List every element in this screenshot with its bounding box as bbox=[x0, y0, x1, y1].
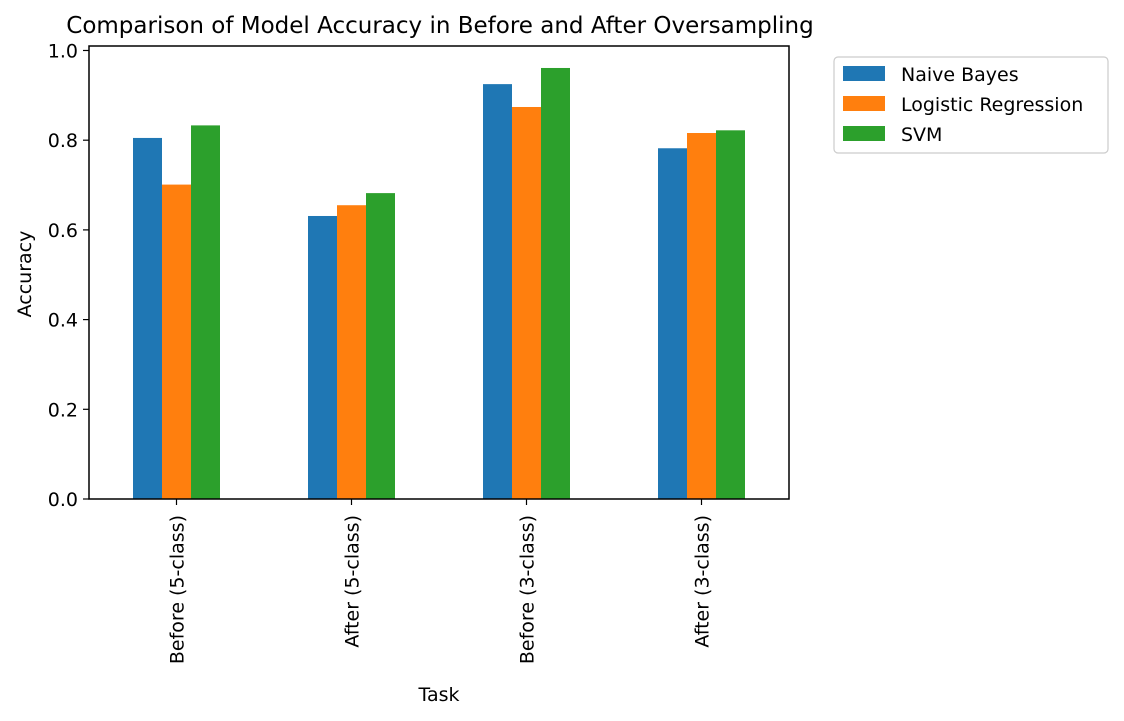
chart-title: Comparison of Model Accuracy in Before a… bbox=[66, 13, 813, 39]
x-tick-label: Before (3-class) bbox=[517, 515, 539, 664]
y-tick-label: 0.6 bbox=[48, 220, 78, 242]
legend: Naive Bayes Logistic Regression SVM bbox=[833, 56, 1109, 154]
bar-logistic-regression-before-5-class bbox=[162, 184, 191, 499]
bar-naive-bayes-after-5-class bbox=[308, 215, 337, 499]
legend-swatch-svm bbox=[843, 126, 885, 141]
x-axis-ticks: Before (5-class) After (5-class) Before (3… bbox=[167, 499, 714, 664]
legend-swatch-logistic-regression bbox=[843, 96, 885, 111]
legend-label-svm: SVM bbox=[901, 124, 942, 146]
x-tick-label: After (3-class) bbox=[692, 515, 714, 648]
bar-naive-bayes-after-3-class bbox=[658, 148, 687, 499]
legend-label-naive-bayes: Naive Bayes bbox=[901, 64, 1019, 86]
bars-group bbox=[133, 67, 745, 500]
x-tick-label: Before (5-class) bbox=[167, 515, 189, 664]
legend-swatch-naive-bayes bbox=[843, 66, 885, 81]
plot-frame bbox=[88, 45, 790, 500]
y-tick-label: 0.2 bbox=[48, 399, 78, 421]
bar-svm-after-3-class bbox=[716, 130, 745, 499]
y-tick-label: 0.0 bbox=[48, 489, 78, 511]
y-tick-label: 0.8 bbox=[48, 130, 78, 152]
bar-logistic-regression-after-5-class bbox=[337, 205, 366, 499]
bar-svm-before-3-class bbox=[541, 67, 570, 499]
y-tick-label: 0.4 bbox=[48, 310, 78, 332]
y-axis-ticks: 0.0 0.2 0.4 0.6 0.8 1.0 bbox=[48, 40, 89, 511]
legend-label-logistic-regression: Logistic Regression bbox=[901, 94, 1083, 116]
x-tick-label: After (5-class) bbox=[342, 515, 364, 648]
bar-svm-before-5-class bbox=[191, 125, 220, 499]
bar-naive-bayes-before-3-class bbox=[483, 84, 512, 499]
y-tick-label: 1.0 bbox=[48, 40, 78, 62]
x-axis-label: Task bbox=[417, 684, 459, 706]
bar-naive-bayes-before-5-class bbox=[133, 137, 162, 499]
bar-logistic-regression-before-3-class bbox=[512, 106, 541, 499]
bar-svm-after-5-class bbox=[366, 193, 395, 500]
bar-logistic-regression-after-3-class bbox=[687, 133, 716, 499]
legend-frame bbox=[833, 56, 1109, 154]
y-axis-label: Accuracy bbox=[14, 231, 36, 318]
